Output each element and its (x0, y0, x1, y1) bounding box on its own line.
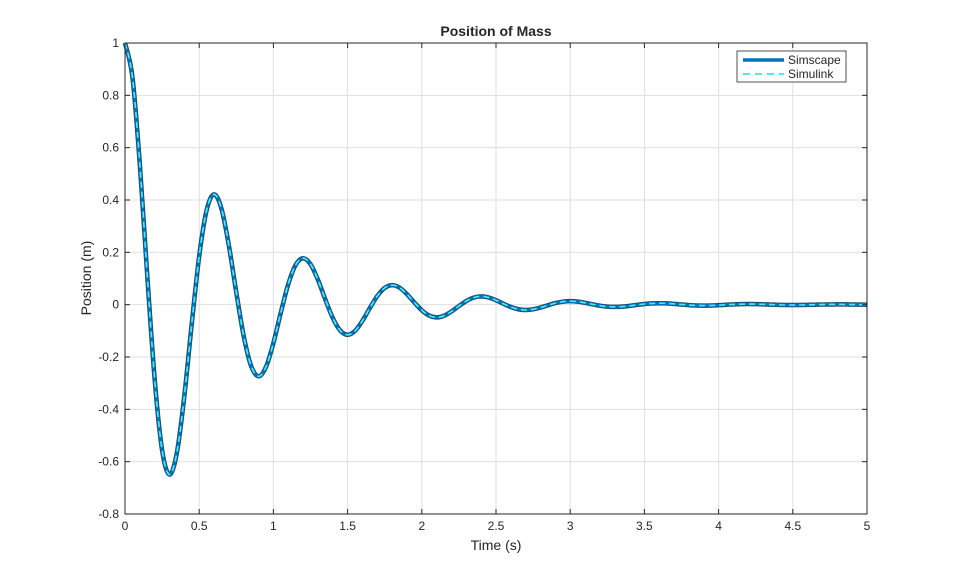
x-tick-label: 0.5 (191, 519, 208, 533)
x-tick-label: 5 (864, 519, 871, 533)
x-tick-label: 3.5 (636, 519, 653, 533)
legend[interactable]: Simscape Simulink (736, 50, 847, 83)
y-tick-label: 0.6 (102, 141, 119, 155)
y-tick-label: 1 (112, 36, 119, 50)
chart-title: Position of Mass (440, 23, 551, 39)
y-tick-label: 0 (112, 298, 119, 312)
x-tick-label: 1.5 (339, 519, 356, 533)
x-tick-label: 0 (122, 519, 129, 533)
x-tick-label: 4.5 (784, 519, 801, 533)
legend-label-simscape: Simscape (788, 53, 841, 67)
plot-lines (122, 42, 868, 477)
x-tick-label: 4 (715, 519, 722, 533)
x-axis-label: Time (s) (471, 537, 522, 553)
y-tick-label: 0.2 (102, 245, 119, 259)
y-tick-label: -0.2 (98, 350, 119, 364)
legend-label-simulink: Simulink (788, 67, 834, 81)
simulink-line (124, 42, 868, 476)
x-tick-label: 3 (567, 519, 574, 533)
legend-box (736, 50, 847, 83)
x-tick-label: 2 (418, 519, 425, 533)
x-tick-label: 2.5 (488, 519, 505, 533)
x-tick-label: 1 (270, 519, 277, 533)
y-tick-label: -0.4 (98, 402, 119, 416)
ticks: 0 0.5 1 1.5 2 2.5 3 3.5 4 4.5 5 -0.8 -0.6 -0.4 -0.2 0 0.… (98, 36, 870, 533)
y-tick-label: 0.4 (102, 193, 119, 207)
y-tick-label: -0.6 (98, 455, 119, 469)
y-tick-label: 0.8 (102, 88, 119, 102)
y-axis-label: Position (m) (78, 241, 94, 316)
y-tick-label: -0.8 (98, 507, 119, 521)
